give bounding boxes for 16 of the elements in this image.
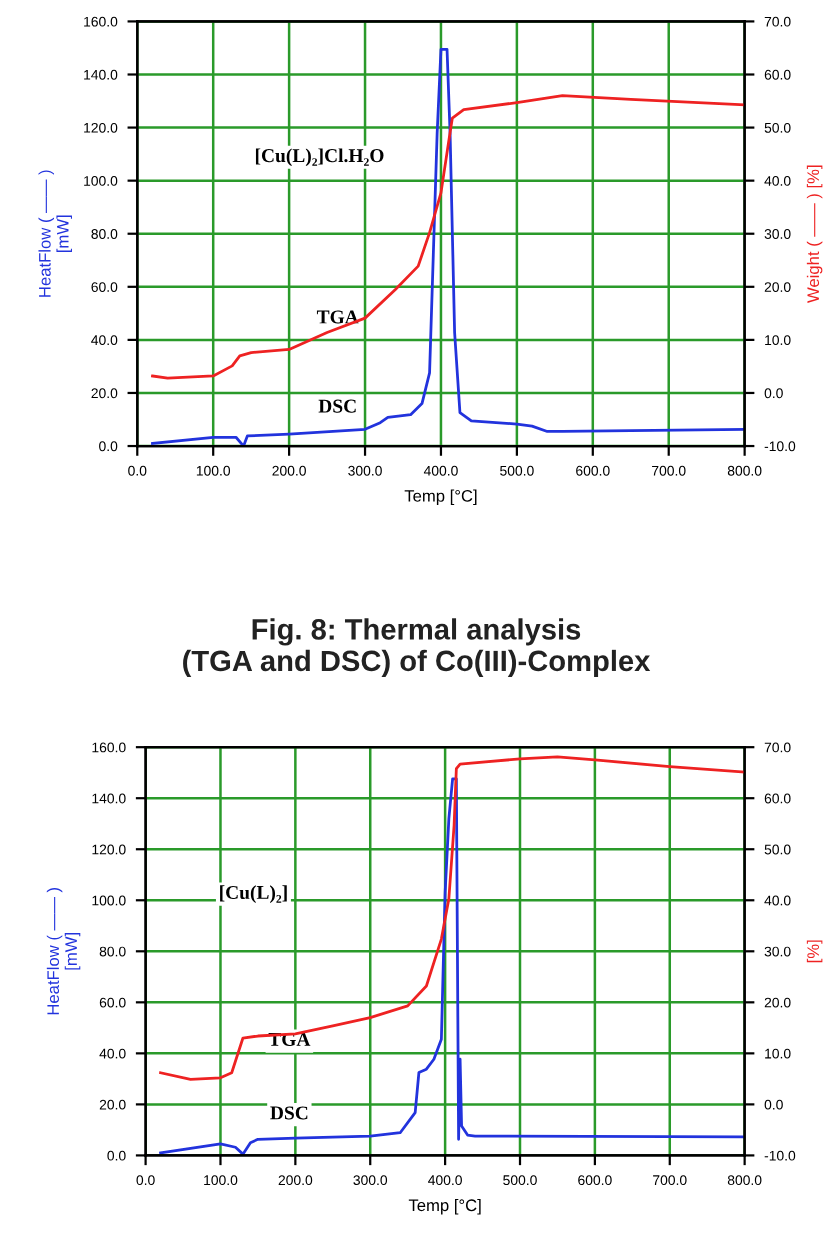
line-series (159, 755, 745, 1081)
line-series (151, 94, 745, 380)
annotation: DSC (270, 1106, 308, 1120)
y-axis-title: HeatFlow ( —— ) [mW] (38, 170, 72, 297)
caption: Fig. 8: Thermal analysis (TGA and DSC) of Co(III)-Complex (183, 618, 651, 678)
y2-axis-title: Weight ( —— ) [%] (806, 165, 823, 303)
y2-axis-title: [%] (806, 940, 823, 963)
annotation: DSC (318, 399, 356, 413)
annotation: [Cu(L)₂] (220, 885, 287, 903)
annotation: TGA (316, 310, 359, 324)
y-axis-title: HeatFlow ( —— ) [mW] (46, 887, 81, 1015)
x-axis-title: Temp [°C] (404, 489, 477, 506)
line-series (151, 47, 745, 447)
line-series (159, 777, 745, 1156)
x-axis-title: Temp [°C] (408, 1198, 481, 1215)
annotation: [Cu(L)₂]Cl.H₂O (255, 148, 384, 167)
